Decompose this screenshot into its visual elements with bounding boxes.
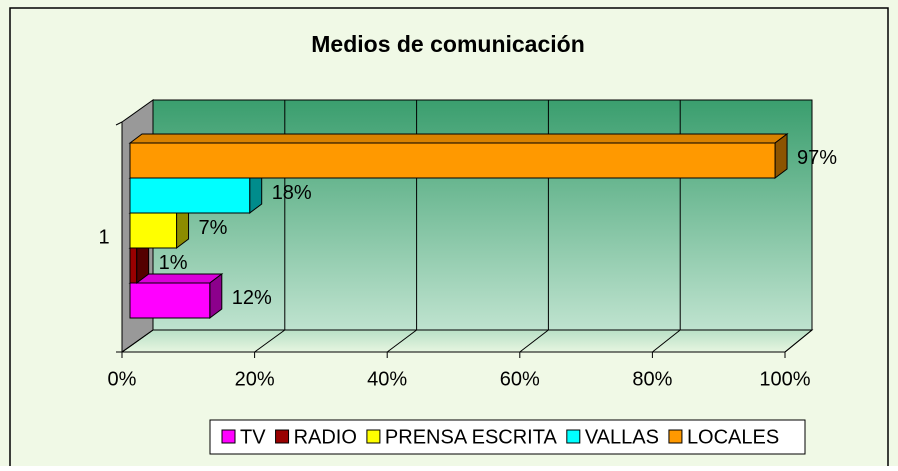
grid-line (386, 329, 417, 353)
legend (209, 419, 806, 455)
frame (9, 7, 889, 471)
data-label: 7% (199, 217, 228, 239)
grid-line (254, 329, 286, 353)
legend-label: VALLAS (585, 426, 659, 448)
x-tick-label: 100% (759, 368, 810, 390)
data-label: 1% (159, 252, 188, 274)
y-tick-label: 1 (98, 226, 109, 248)
grid-line (652, 329, 681, 353)
legend-swatch (221, 429, 236, 444)
legend-swatch (275, 429, 290, 444)
x-tick-label: 80% (632, 368, 672, 390)
legend-label: RADIO (294, 426, 357, 448)
x-tick-label: 40% (367, 368, 407, 390)
x-tick-label: 60% (500, 368, 540, 390)
data-label: 12% (232, 287, 272, 309)
legend-label: LOCALES (687, 426, 779, 448)
bar (129, 177, 251, 214)
data-label: 18% (272, 182, 312, 204)
bar (129, 212, 178, 249)
grid-line (121, 329, 154, 353)
bar (129, 142, 776, 179)
grid-line (519, 329, 549, 353)
x-tick-label: 0% (108, 368, 137, 390)
bar (129, 247, 138, 284)
floor (120, 329, 814, 353)
data-label: 97% (797, 147, 837, 169)
chart-title: Medios de comunicación (311, 31, 585, 57)
legend-swatch (366, 429, 381, 444)
x-tick-label: 20% (235, 368, 275, 390)
legend-swatch (566, 429, 581, 444)
y-tick (115, 121, 123, 126)
grid-line (784, 329, 813, 353)
bar (129, 282, 211, 319)
legend-label: PRENSA ESCRITA (385, 426, 558, 448)
bar-top (128, 133, 789, 144)
legend-label: TV (240, 426, 266, 448)
legend-swatch (668, 429, 683, 444)
